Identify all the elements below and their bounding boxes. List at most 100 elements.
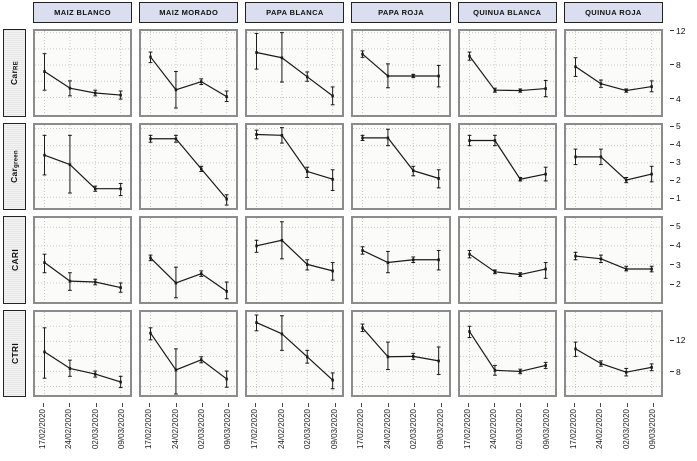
facet-panel-plot [35,124,131,208]
panel-papa-roja-r3 [351,309,451,397]
x-tick-mark [573,403,575,407]
x-tick-label: 02/03/2020 [90,409,100,450]
facet-column-label: MAIZ BLANCO [54,8,112,17]
facet-panel-plot [35,31,131,115]
facet-row-label: CTRI [10,343,20,364]
panel-papa-blanca-r1 [245,122,345,210]
panel-papa-roja-r2 [351,216,451,304]
panel-papa-blanca-r3 [245,309,345,397]
y-tick-label: 5 [675,121,681,132]
panel-maiz-morado-r0 [139,29,239,117]
x-axis-col-3: 17/02/2020 24/02/2020 02/03/2020 09/03/2020 [351,403,450,461]
y-tick: 5 [669,220,681,231]
y-tick: 3 [669,259,681,270]
panel-quinua-roja-r1 [563,122,663,210]
panel-quinua-blanca-r2 [457,216,557,304]
facet-row-label: CarRE [9,61,20,85]
x-tick-label: 02/03/2020 [515,409,525,450]
x-axis-col-0: 17/02/2020 24/02/2020 02/03/2020 09/03/2020 [33,403,132,461]
y-tick-mark [669,371,674,373]
x-tick-mark [95,403,97,407]
x-tick-label: 17/02/2020 [462,409,472,450]
facet-column-header-quinua-blanca: QUINUA BLANCA [457,2,557,23]
x-tick-label: 24/02/2020 [170,409,180,450]
facet-panel-plot [565,311,661,395]
x-axis-col-5: 17/02/2020 24/02/2020 02/03/2020 09/03/2020 [564,403,663,461]
facet-panel-plot [353,218,449,302]
x-tick-mark [546,403,548,407]
facet-row-header-carre: CarRE [3,29,26,117]
x-tick-label: 09/03/2020 [223,409,233,450]
facet-row-header-cargreen: Cargreen [3,122,26,210]
x-tick-label: 24/02/2020 [64,409,74,450]
x-tick-mark [308,403,310,407]
y-tick: 12 [669,335,685,345]
facet-panel-plot [459,218,555,302]
top-left-spacer [3,2,26,23]
y-axis-row-2: 5 4 3 2 [669,216,696,304]
facet-panel-plot [565,218,661,302]
y-tick-mark [669,244,674,246]
y-tick-label: 8 [675,59,681,70]
facet-column-label: PAPA ROJA [378,8,425,17]
facet-panel-plot [247,31,343,115]
y-axis-row-0: 12 8 4 [669,25,696,117]
x-tick-mark [281,403,283,407]
facet-column-header-maiz-blanco: MAIZ BLANCO [33,2,133,23]
facet-column-header-papa-blanca: PAPA BLANCA [245,2,345,23]
x-tick-mark [122,403,124,407]
facet-panel-plot [247,311,343,395]
x-tick-label: 24/02/2020 [595,409,605,450]
facet-row-label: Cargreen [9,150,20,183]
y-tick-label: 4 [675,139,681,150]
facet-row-label-main: Car [9,167,20,183]
facet-panel-plot [247,218,343,302]
x-axis-col-2: 17/02/2020 24/02/2020 02/03/2020 09/03/2020 [245,403,344,461]
facet-row-header-ctri: CTRI [3,309,26,397]
x-tick-label: 09/03/2020 [541,409,551,450]
x-tick-label: 24/02/2020 [276,409,286,450]
y-tick: 4 [669,93,681,104]
facet-row-label-main: Car [9,69,20,85]
panel-quinua-blanca-r0 [457,29,557,117]
panel-quinua-blanca-r3 [457,309,557,397]
panel-maiz-blanco-r3 [33,309,133,397]
y-tick-label: 4 [675,93,681,104]
x-tick-mark [440,403,442,407]
x-tick-label: 17/02/2020 [144,409,154,450]
facet-row-label-sub: green [13,149,20,168]
x-tick-label: 09/03/2020 [648,409,658,450]
y-tick: 2 [669,175,681,185]
facet-column-header-papa-roja: PAPA ROJA [351,2,451,23]
panel-maiz-morado-r2 [139,216,239,304]
x-axis-col-1: 17/02/2020 24/02/2020 02/03/2020 09/03/2020 [139,403,238,461]
panel-papa-roja-r1 [351,122,451,210]
y-tick-mark [669,179,674,181]
facet-panel-plot [459,124,555,208]
y-tick-label: 5 [675,220,681,231]
facet-panel-plot [141,31,237,115]
x-tick-mark [255,403,257,407]
panel-papa-blanca-r2 [245,216,345,304]
x-tick-label: 02/03/2020 [196,409,206,450]
x-tick-label: 17/02/2020 [356,409,366,450]
facet-panel-plot [35,311,131,395]
x-tick-label: 24/02/2020 [382,409,392,450]
facet-panel-plot [141,218,237,302]
x-tick-label: 17/02/2020 [250,409,260,450]
y-axis-row-1: 5 4 3 2 1 [669,121,696,211]
y-tick-mark [669,125,674,127]
y-tick-label: 3 [675,259,681,270]
x-tick-mark [600,403,602,407]
facet-panel-plot [141,311,237,395]
facet-panel-plot [565,124,661,208]
y-tick: 5 [669,121,681,132]
facet-panel-plot [459,311,555,395]
y-tick-label: 12 [675,25,686,36]
y-tick-mark [669,30,674,32]
y-tick-mark [669,264,674,266]
y-tick-mark [669,98,674,100]
facet-column-label: MAIZ MORADO [159,8,219,17]
facet-panel-plot [35,218,131,302]
y-tick-label: 3 [675,157,681,168]
